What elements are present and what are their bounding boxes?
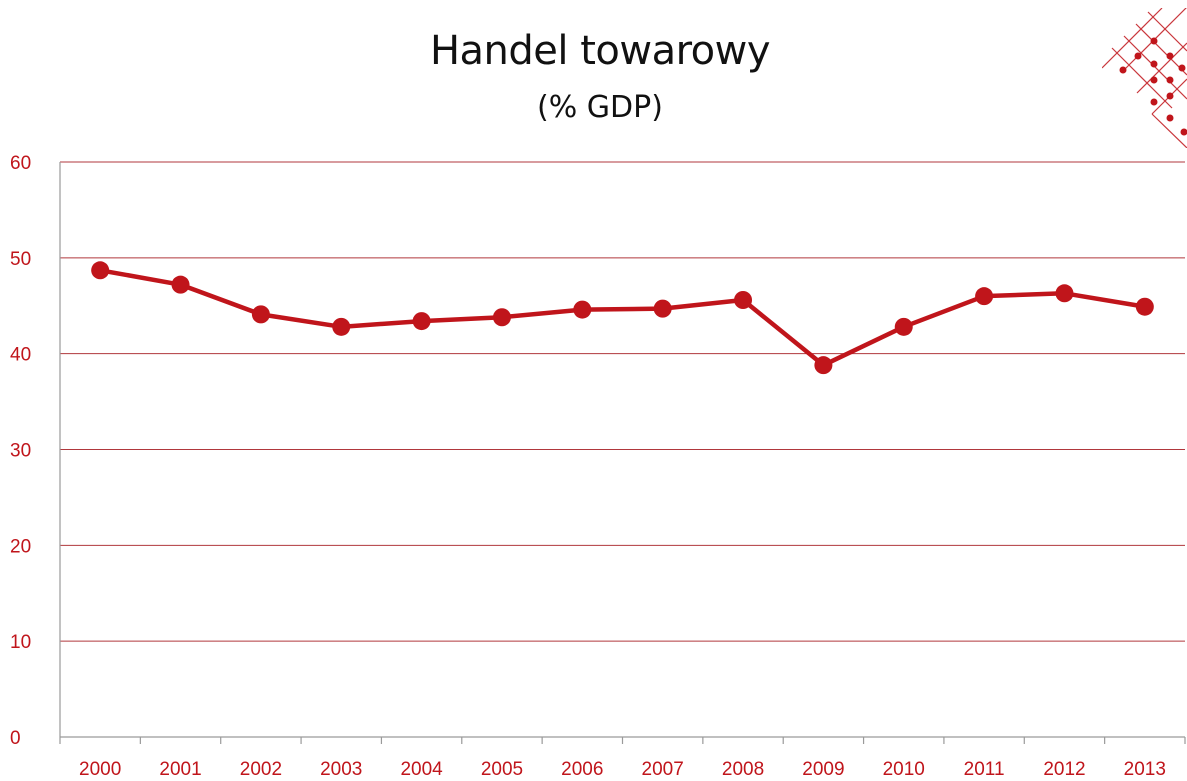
x-tick-label: 2003 [320,759,362,780]
data-point [91,261,110,280]
x-tick-label: 2001 [159,759,201,780]
x-tick-label: 2002 [240,759,282,780]
chart-subtitle: (% GDP) [537,90,663,125]
y-tick-label: 0 [10,728,21,749]
x-tick-label: 2006 [561,759,603,780]
diamond-lattice-logo-icon [1101,6,1187,152]
data-point [332,317,351,336]
data-point [412,312,431,331]
data-point [975,287,994,306]
chart-title: Handel towarowy [429,28,771,74]
data-point [1135,297,1154,316]
y-tick-label: 20 [10,536,31,557]
data-point [1055,284,1074,303]
x-tick-label: 2007 [642,759,684,780]
data-point [573,300,592,319]
y-tick-label: 40 [10,345,31,366]
data-point [492,308,511,327]
x-tick-label: 2005 [481,759,523,780]
data-point [171,275,190,294]
y-tick-label: 30 [10,441,31,462]
series-line [99,268,1146,368]
y-tick-label: 50 [10,249,31,270]
y-tick-label: 60 [10,153,31,174]
y-tick-label: 10 [10,632,31,653]
x-tick-label: 2004 [400,759,443,780]
x-tick-label: 2011 [964,759,1005,780]
data-point [734,291,753,309]
data-point [814,356,833,375]
x-tick-label: 2012 [1043,759,1085,780]
x-tick-label: 2009 [802,759,844,780]
data-point [894,317,913,336]
x-tick-label: 2000 [79,759,121,780]
x-tick-label: 2008 [722,759,764,780]
data-point [251,305,270,324]
x-tick-label: 2013 [1124,759,1166,780]
data-point [653,299,672,318]
x-tick-label: 2010 [883,759,925,780]
